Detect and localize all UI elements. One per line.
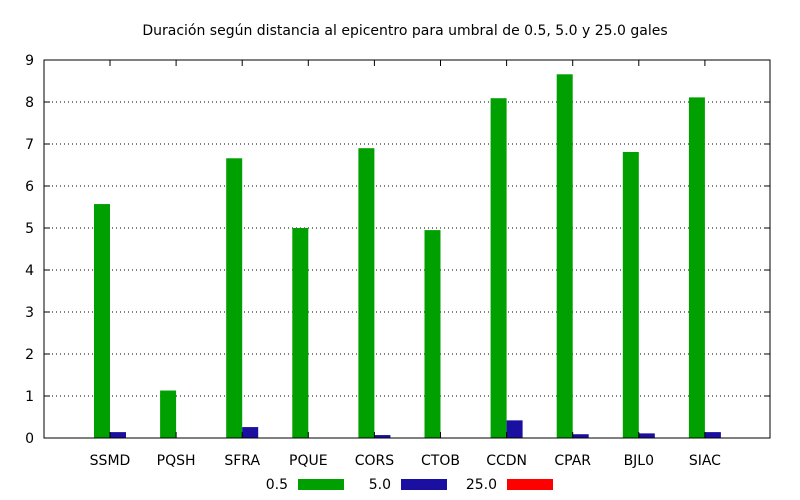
bar-0.5-SFRA [226, 158, 243, 438]
bar-0.5-SIAC [688, 97, 705, 438]
x-tick-label: SIAC [689, 453, 721, 469]
bars [94, 74, 721, 439]
y-tick-label: 8 [25, 95, 34, 111]
bar-0.5-CCDN [490, 98, 507, 438]
grid-lines [44, 101, 770, 397]
bar-0.5-PQSH [160, 390, 177, 438]
x-tick-label: CPAR [554, 453, 591, 469]
bar-0.5-CPAR [556, 74, 573, 438]
x-tick-label: PQSH [157, 453, 196, 469]
bar-0.5-CORS [358, 148, 375, 438]
bar-5.0-BJL0 [638, 433, 655, 438]
bar-5.0-CPAR [572, 434, 589, 438]
y-tick-label: 2 [25, 347, 34, 363]
legend: 0.5 5.0 25.0 [266, 477, 553, 493]
x-tick-label: SSMD [90, 453, 131, 469]
y-tick-label: 6 [25, 179, 34, 195]
legend-label: 5.0 [369, 477, 391, 493]
x-tick-label: SFRA [224, 453, 260, 469]
bar-0.5-SSMD [94, 204, 110, 438]
bar-0.5-CTOB [424, 230, 441, 438]
chart-title: Duración según distancia al epicentro pa… [142, 23, 667, 39]
y-tick-label: 0 [25, 431, 34, 447]
legend-swatch [507, 479, 553, 490]
bar-5.0-SIAC [704, 432, 721, 438]
y-tick-label: 7 [25, 137, 34, 153]
bar-5.0-SFRA [242, 427, 259, 438]
plot-frame [43, 59, 771, 439]
y-tick-label: 4 [25, 263, 34, 279]
y-axis: 0 1 2 3 4 5 6 7 8 9 [25, 53, 770, 447]
x-tick-label: BJL0 [624, 453, 654, 469]
x-tick-label: PQUE [289, 453, 328, 469]
legend-label: 25.0 [466, 477, 497, 493]
x-tick-label: CTOB [421, 453, 460, 469]
y-tick-label: 1 [25, 389, 34, 405]
y-tick-label: 9 [25, 53, 34, 69]
x-axis: SSMD PQSH SFRA PQUE CORS CTOB CCDN CPAR BJL0 SIAC [90, 60, 721, 469]
y-tick-label: 3 [25, 305, 34, 321]
bar-0.5-PQUE [292, 228, 309, 438]
legend-swatch [401, 479, 447, 490]
bar-5.0-CORS [374, 435, 391, 438]
legend-label: 0.5 [266, 477, 288, 493]
x-tick-label: CORS [355, 453, 395, 469]
bar-5.0-CCDN [506, 420, 523, 438]
bar-5.0-SSMD [110, 432, 126, 438]
y-tick-label: 5 [25, 221, 34, 237]
legend-swatch [298, 479, 344, 490]
bar-0.5-BJL0 [622, 151, 639, 439]
x-tick-label: CCDN [486, 453, 527, 469]
